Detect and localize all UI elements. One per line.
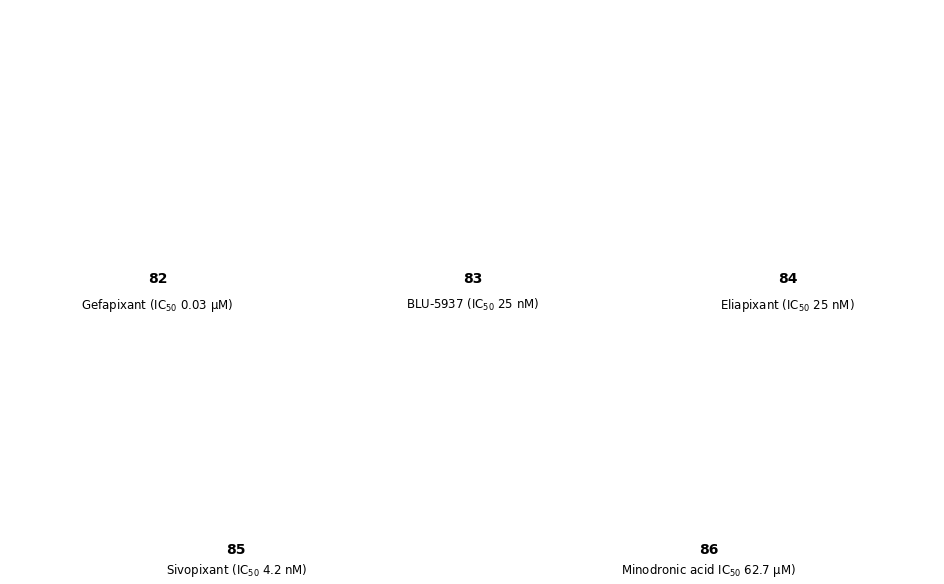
Text: Sivopixant (IC$_{50}$ 4.2 nM): Sivopixant (IC$_{50}$ 4.2 nM) [165,562,307,579]
Text: 84: 84 [777,273,797,286]
Text: 85: 85 [227,543,245,557]
Text: 82: 82 [147,273,167,286]
Text: Eliapixant (IC$_{50}$ 25 nM): Eliapixant (IC$_{50}$ 25 nM) [719,297,854,314]
Text: BLU-5937 (IC$_{50}$ 25 nM): BLU-5937 (IC$_{50}$ 25 nM) [405,297,539,313]
Text: Gefapixant (IC$_{50}$ 0.03 μM): Gefapixant (IC$_{50}$ 0.03 μM) [81,297,233,314]
Text: 86: 86 [699,543,717,557]
Text: Minodronic acid IC$_{50}$ 62.7 μM): Minodronic acid IC$_{50}$ 62.7 μM) [620,562,796,579]
Text: 83: 83 [463,273,481,286]
